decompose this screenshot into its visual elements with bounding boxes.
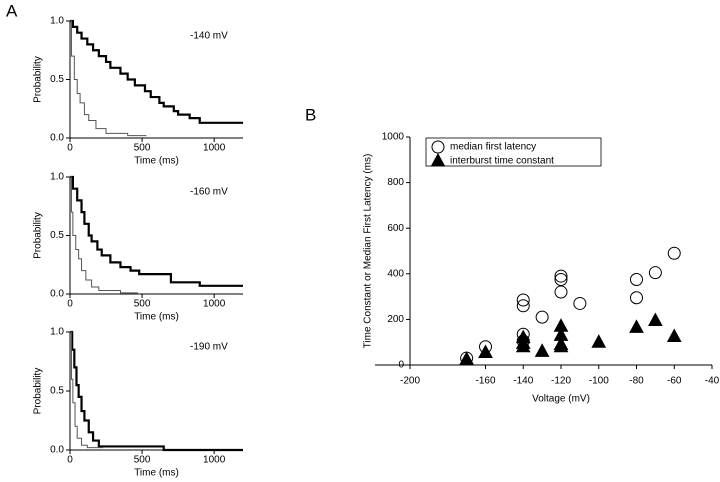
data-point — [573, 296, 587, 310]
annotation: -160 mV — [190, 187, 228, 198]
survival-curve — [70, 176, 138, 294]
panel-label: B — [305, 105, 316, 124]
y-axis-label: Probability — [33, 212, 44, 259]
y-axis-label: Probability — [33, 56, 44, 103]
x-tick-label: 0 — [67, 455, 73, 466]
annotation: -140 mV — [190, 31, 228, 42]
y-tick-label: 800 — [387, 177, 404, 188]
legend-box — [425, 137, 602, 167]
data-point — [516, 299, 530, 313]
x-tick-label: 500 — [134, 143, 151, 154]
data-point — [648, 266, 662, 280]
x-tick-label: 0 — [67, 299, 73, 310]
x-tick-label: -200 — [400, 376, 420, 387]
x-tick-label: -40 — [705, 376, 720, 387]
legend-label: interburst time constant — [450, 156, 554, 167]
survival-curve — [70, 330, 243, 452]
x-tick-label: -140 — [513, 376, 533, 387]
x-tick-label: 1000 — [203, 143, 226, 154]
data-point — [516, 293, 530, 307]
x-tick-label: -120 — [551, 376, 571, 387]
y-tick-label: 0.5 — [50, 74, 64, 85]
y-tick-label: 0 — [398, 360, 404, 371]
x-axis-label: Time (ms) — [134, 312, 179, 323]
y-axis-label: Probability — [33, 368, 44, 415]
data-point — [629, 319, 644, 333]
data-point — [554, 285, 568, 299]
data-point — [553, 338, 569, 353]
data-point — [478, 344, 493, 358]
y-tick-label: 1000 — [382, 132, 405, 143]
y-tick-label: 1.0 — [50, 16, 64, 27]
data-point — [630, 273, 643, 286]
data-point — [666, 328, 682, 342]
data-point — [554, 273, 568, 286]
survival-curve — [70, 331, 104, 449]
x-axis-label: Time (ms) — [134, 468, 179, 479]
y-tick-label: 400 — [387, 268, 404, 279]
survival-curve — [70, 19, 243, 124]
x-tick-label: -100 — [589, 376, 609, 387]
survival-curve — [70, 175, 243, 287]
data-point — [667, 246, 681, 260]
x-tick-label: 1000 — [203, 455, 226, 466]
x-tick-label: -60 — [667, 376, 682, 387]
x-axis-label: Voltage (mV) — [532, 394, 590, 405]
data-point — [534, 343, 550, 357]
data-point — [630, 291, 643, 305]
legend-marker — [431, 140, 445, 154]
y-tick-label: 0.5 — [50, 386, 64, 397]
x-tick-label: 0 — [67, 143, 73, 154]
y-axis-label: Time Constant or Median First Latency (m… — [363, 154, 374, 349]
data-point — [591, 334, 607, 348]
data-point — [648, 312, 663, 327]
panel-label: A — [6, 1, 18, 20]
y-tick-label: 200 — [387, 314, 404, 325]
y-tick-label: 0.0 — [50, 445, 64, 456]
y-tick-label: 0.0 — [50, 133, 64, 144]
y-tick-label: 0.5 — [50, 230, 64, 241]
data-point — [459, 351, 474, 365]
x-tick-label: -160 — [475, 376, 495, 387]
x-axis-label: Time (ms) — [134, 156, 179, 167]
x-tick-label: 500 — [134, 455, 151, 466]
y-tick-label: 1.0 — [50, 327, 64, 338]
x-tick-label: 1000 — [203, 299, 226, 310]
legend-marker — [430, 152, 446, 167]
survival-curve — [70, 20, 147, 137]
data-point — [554, 269, 568, 283]
x-tick-label: -80 — [629, 376, 644, 387]
y-tick-label: 0.0 — [50, 289, 64, 300]
y-tick-label: 1.0 — [50, 172, 64, 183]
data-point — [515, 338, 531, 353]
data-point — [535, 310, 549, 324]
legend-label: median first latency — [450, 142, 536, 153]
x-tick-label: 500 — [134, 299, 151, 310]
annotation: -190 mV — [190, 342, 228, 353]
y-tick-label: 600 — [387, 223, 404, 234]
